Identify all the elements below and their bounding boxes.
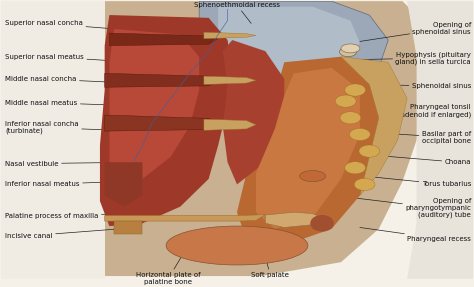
Polygon shape [114, 220, 143, 234]
Text: Basilar part of
occipital bone: Basilar part of occipital bone [360, 131, 471, 144]
Polygon shape [204, 32, 256, 39]
Polygon shape [256, 68, 360, 229]
Text: Horizontal plate of
palatine bone: Horizontal plate of palatine bone [136, 243, 201, 285]
Text: Palatine process of maxilla: Palatine process of maxilla [5, 212, 156, 219]
Ellipse shape [310, 215, 334, 232]
Text: Sphenoidal sinus: Sphenoidal sinus [350, 83, 471, 89]
Polygon shape [105, 214, 265, 221]
Text: Middle nasal meatus: Middle nasal meatus [5, 100, 159, 107]
Circle shape [345, 84, 365, 96]
Circle shape [345, 162, 365, 174]
Ellipse shape [166, 226, 308, 265]
Text: Hypophysis (pituitary
gland) in sella turcica: Hypophysis (pituitary gland) in sella tu… [362, 51, 471, 65]
Text: Sphenoethmoidal recess: Sphenoethmoidal recess [194, 2, 280, 23]
Circle shape [354, 178, 375, 191]
Text: Incisive canal: Incisive canal [5, 228, 138, 239]
Text: Choana: Choana [341, 152, 471, 165]
Polygon shape [265, 212, 322, 228]
Text: Torus tubarius: Torus tubarius [350, 175, 471, 187]
Polygon shape [109, 33, 218, 46]
Circle shape [339, 47, 356, 57]
Ellipse shape [300, 170, 326, 182]
Text: Nasal vestibule: Nasal vestibule [5, 161, 140, 166]
Polygon shape [218, 7, 360, 76]
Polygon shape [204, 76, 256, 84]
Text: Superior nasal concha: Superior nasal concha [5, 20, 168, 33]
Text: Opening of
sphenoidal sinus: Opening of sphenoidal sinus [360, 22, 471, 41]
Text: Inferior nasal meatus: Inferior nasal meatus [5, 180, 156, 187]
Text: Opening of
pharyngotympanic
(auditory) tube: Opening of pharyngotympanic (auditory) t… [357, 198, 471, 218]
Polygon shape [223, 40, 284, 185]
Text: Superior nasal meatus: Superior nasal meatus [5, 54, 161, 64]
Polygon shape [91, 1, 426, 276]
Circle shape [340, 112, 361, 124]
Text: Inferior nasal concha
(turbinate): Inferior nasal concha (turbinate) [5, 121, 156, 134]
Polygon shape [100, 15, 232, 226]
Circle shape [335, 95, 356, 107]
Polygon shape [109, 29, 199, 190]
Text: Middle nasal concha: Middle nasal concha [5, 76, 161, 84]
Polygon shape [407, 1, 474, 279]
Ellipse shape [341, 44, 360, 53]
Polygon shape [199, 1, 388, 90]
Polygon shape [0, 1, 105, 279]
Polygon shape [204, 119, 256, 130]
Polygon shape [237, 57, 388, 245]
Polygon shape [105, 162, 143, 207]
Text: Soft palate: Soft palate [251, 247, 289, 278]
Polygon shape [105, 115, 223, 131]
Circle shape [349, 128, 370, 141]
Circle shape [359, 145, 380, 157]
Polygon shape [341, 57, 407, 195]
Text: Pharyngeal tonsil
(adenoid if enlarged): Pharyngeal tonsil (adenoid if enlarged) [357, 104, 471, 118]
Polygon shape [105, 73, 223, 87]
Text: Pharyngeal recess: Pharyngeal recess [360, 228, 471, 242]
